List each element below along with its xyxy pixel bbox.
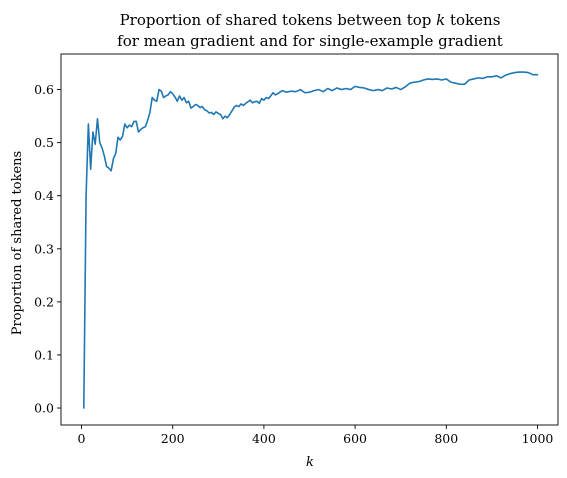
y-axis-label: Proportion of shared tokens <box>10 151 25 335</box>
y-tick-label: 0.2 <box>34 294 54 309</box>
x-tick-label: 800 <box>434 431 458 446</box>
x-axis-label: k <box>306 455 314 470</box>
y-tick-label: 0.3 <box>34 241 54 256</box>
y-tick-label: 0.6 <box>34 82 54 97</box>
x-tick-label: 200 <box>161 431 185 446</box>
x-tick-label: 400 <box>252 431 276 446</box>
y-tick-label: 0.0 <box>34 401 54 416</box>
series-line-0 <box>83 71 539 409</box>
axes-frame <box>60 53 559 426</box>
chart-title-line1: Proportion of shared tokens between top … <box>120 11 501 29</box>
chart-title-line2: for mean gradient and for single-example… <box>117 32 503 50</box>
y-tick-label: 0.5 <box>34 135 54 150</box>
x-tick-label: 0 <box>78 431 86 446</box>
x-tick-label: 600 <box>343 431 367 446</box>
x-tick-label: 1000 <box>522 431 554 446</box>
y-tick-label: 0.1 <box>34 347 54 362</box>
y-tick-label: 0.4 <box>34 188 54 203</box>
plot-area: 0 200 400 600 800 1000 0.0 0.1 0.2 0.3 0.4 0.5 0.6 <box>34 53 559 446</box>
